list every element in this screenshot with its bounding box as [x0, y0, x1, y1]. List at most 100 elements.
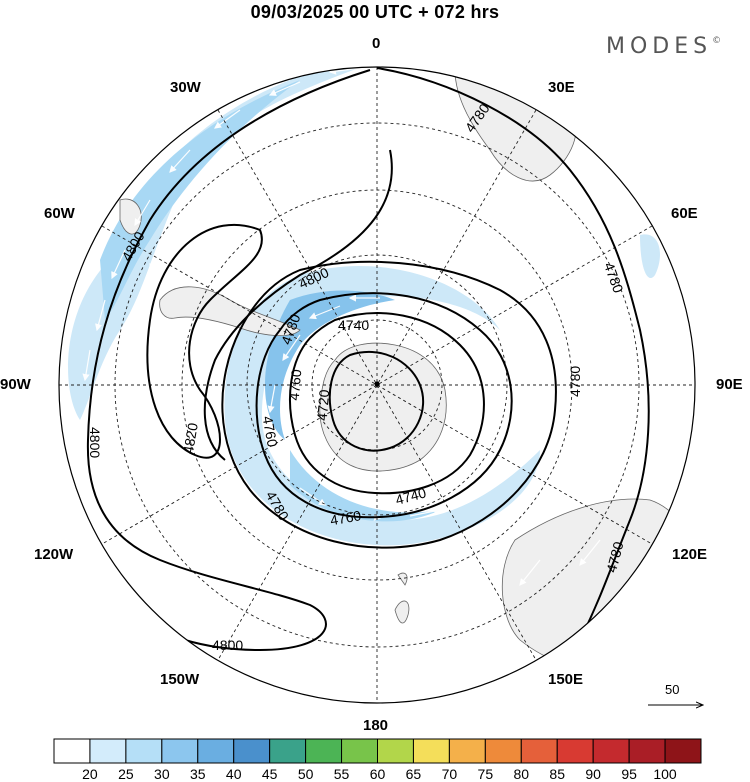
lon-label-120w: 120W	[34, 546, 74, 563]
wind-vector	[267, 384, 276, 414]
wind-vector	[409, 507, 442, 517]
colorbar-swatch	[556, 738, 594, 764]
wind-vector	[464, 484, 492, 501]
contour-4780-ring	[221, 260, 557, 549]
contour-4720	[328, 350, 425, 452]
map-title: 09/03/2025 00 UTC + 072 hrs	[250, 2, 500, 22]
colorbar-swatch	[592, 738, 630, 764]
wind-speed-shading	[68, 67, 660, 546]
contour-label: 4780	[567, 366, 583, 397]
lon-label-90w: 90W	[0, 376, 31, 393]
colorbar-label: 40	[225, 766, 242, 782]
south-america	[159, 286, 301, 336]
reference-vector-label: 50	[665, 682, 680, 697]
colorbar-swatch	[412, 738, 450, 764]
colorbar-label: 80	[513, 766, 530, 782]
wind-vector	[111, 249, 126, 280]
lon-label-90e: 90E	[716, 376, 743, 393]
lon-label-150w: 150W	[160, 671, 200, 688]
colorbar-swatch	[664, 738, 702, 764]
jet-shading-northwest	[100, 80, 300, 320]
contour-label: 4720	[314, 389, 333, 422]
colorbar-swatch	[197, 738, 235, 764]
lon-label-120e: 120E	[672, 546, 708, 563]
contour-4800-mid	[203, 149, 393, 461]
contour-label: 4800	[87, 427, 103, 458]
colorbar-label: 95	[621, 766, 637, 782]
contour-label: 4760	[260, 415, 281, 449]
jet-shading-vortex-core-2	[290, 450, 440, 522]
lon-label-0: 0	[372, 35, 381, 52]
colorbar-label: 65	[405, 766, 422, 782]
brand-text: MODES	[606, 34, 713, 59]
wind-vector	[214, 109, 241, 129]
wind-vector	[169, 149, 191, 173]
wind-vector	[519, 559, 541, 586]
contour-4760	[255, 292, 513, 519]
contour-label: 4800	[212, 637, 243, 653]
brand-logo: MODES©	[606, 34, 721, 59]
colorbar-label: 75	[477, 766, 494, 782]
contour-4740	[289, 312, 485, 495]
colorbar-label: 100	[653, 766, 677, 782]
contour-label: 4760	[329, 507, 363, 528]
new-zealand	[394, 572, 410, 624]
wind-vector	[308, 305, 341, 320]
colorbar-label: 70	[441, 766, 458, 782]
contour-4780-north	[376, 67, 650, 641]
colorbar-swatch	[520, 738, 558, 764]
wind-vector	[95, 299, 106, 332]
wind-vector	[179, 179, 201, 206]
lon-label-30e: 30E	[548, 79, 575, 96]
jet-shading-east	[640, 234, 660, 279]
contour-label: 4740	[338, 317, 369, 333]
wind-vector	[302, 371, 311, 397]
wind-vector	[134, 199, 151, 227]
contour-label: 4760	[286, 368, 305, 401]
colorbar-swatch	[89, 738, 127, 764]
colorbar-swatch	[377, 738, 414, 764]
contour-4800-outer	[86, 69, 371, 652]
colorbar-label: 30	[154, 766, 170, 782]
contour-4820	[146, 224, 263, 459]
wind-vector	[149, 249, 161, 272]
colorbar-label: 35	[189, 766, 206, 782]
copyright-mark: ©	[712, 36, 722, 46]
colorbar-label: 55	[333, 766, 350, 782]
lon-label-150e: 150E	[548, 671, 584, 688]
colorbar	[53, 738, 702, 764]
colorbar-swatch	[341, 738, 378, 764]
colorbar-swatch	[305, 738, 343, 764]
wind-vector	[302, 419, 312, 447]
height-contours	[86, 67, 650, 652]
colorbar-label: 25	[118, 766, 134, 782]
colorbar-label: 50	[297, 766, 314, 782]
contour-label: 4780	[601, 260, 627, 295]
colorbar-label: 85	[549, 766, 565, 782]
map-boundary	[58, 66, 696, 704]
colorbar-swatch	[53, 738, 91, 764]
wind-vector	[328, 67, 361, 75]
lon-label-60e: 60E	[671, 205, 698, 222]
wind-vector	[82, 349, 91, 382]
colorbar-swatch	[484, 738, 522, 764]
wind-vector	[282, 334, 301, 361]
jet-shading-vortex-core	[265, 290, 395, 440]
colorbar-swatch	[628, 738, 666, 764]
lon-label-180: 180	[363, 717, 389, 734]
lon-label-60w: 60W	[44, 205, 75, 222]
wind-vector	[579, 539, 601, 566]
colorbar-swatch	[448, 738, 486, 764]
lon-label-30w: 30W	[170, 79, 201, 96]
colorbar-label: 60	[369, 766, 386, 782]
colorbar-label: 20	[82, 766, 98, 782]
map-disc: 4780 4780 4780 4780 4800 4800 4800 4800 …	[59, 67, 695, 703]
contour-label: 4740	[394, 484, 428, 508]
wind-vector	[268, 81, 301, 96]
colorbar-swatch	[233, 738, 271, 764]
wind-vector	[271, 439, 284, 467]
colorbar-label: 90	[585, 766, 601, 782]
south-pole-marker	[374, 381, 380, 387]
contour-label: 4820	[180, 421, 201, 455]
